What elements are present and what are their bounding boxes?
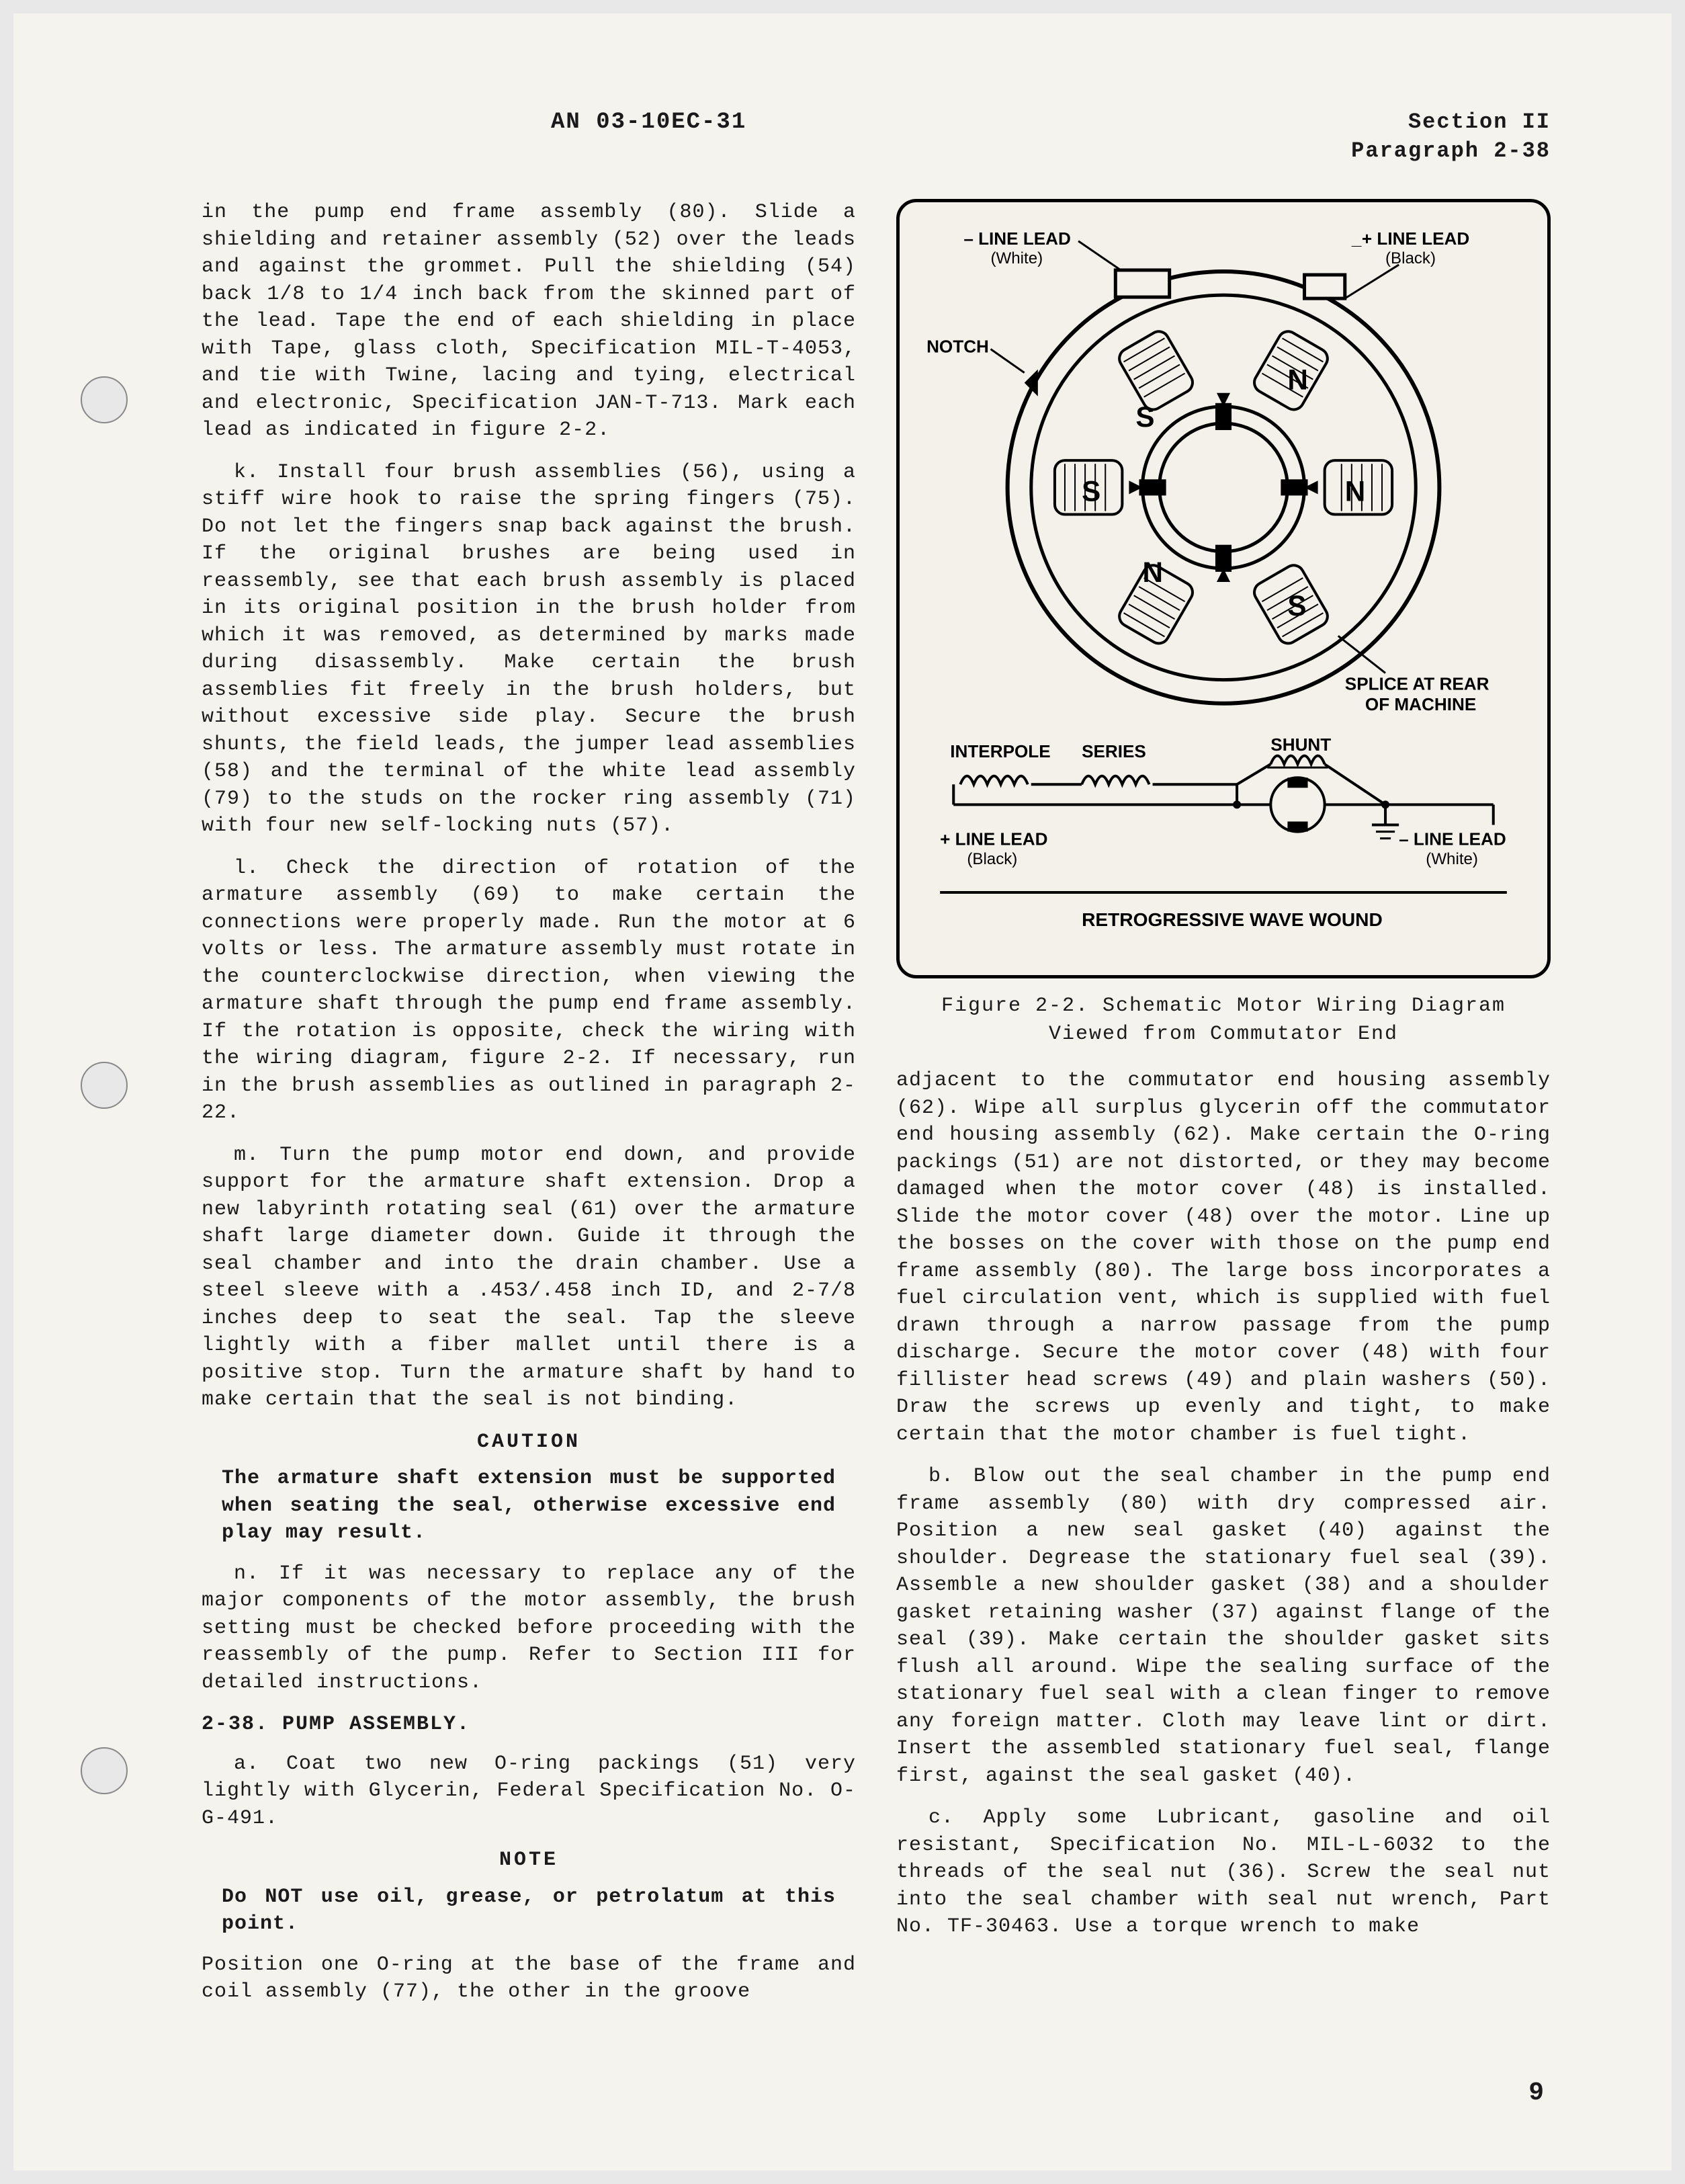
section-label: Section II [1351,108,1551,136]
content-columns: in the pump end frame assembly (80). Sli… [202,199,1551,2021]
wiring-diagram-figure: – LINE LEAD (White) + LINE LEAD (Black) … [896,199,1551,978]
plus-line-lead-label: + LINE LEAD [940,829,1047,849]
shunt-label: SHUNT [1270,734,1331,755]
plus-underscore: _ [1351,228,1362,249]
paragraph: Position one O-ring at the base of the f… [202,1951,856,2006]
section-heading: 2-38. PUMP ASSEMBLY. [202,1711,856,1738]
paragraph: c. Apply some Lubricant, gasoline and oi… [896,1804,1551,1941]
caution-heading: CAUTION [202,1429,856,1456]
paragraph: in the pump end frame assembly (80). Sli… [202,199,856,444]
pole-s: S [1135,401,1154,433]
right-column: – LINE LEAD (White) + LINE LEAD (Black) … [896,199,1551,2021]
note-body: Do NOT use oil, grease, or petrolatum at… [222,1884,836,1938]
pole-n: N [1142,556,1162,588]
paragraph: b. Blow out the seal chamber in the pump… [896,1463,1551,1790]
black-label: (Black) [1385,249,1436,267]
paragraph-label: Paragraph 2-38 [1351,136,1551,165]
paragraph: k. Install four brush assemblies (56), u… [202,459,856,840]
minus-line-lead-label: – LINE LEAD [1399,829,1506,849]
white-label2: (White) [1426,850,1478,868]
paragraph: adjacent to the commutator end housing a… [896,1067,1551,1448]
binder-hole [81,1062,128,1109]
document-header: AN 03-10EC-31 Section II Paragraph 2-38 [202,108,1551,165]
line-lead-minus-label: – LINE LEAD [963,228,1071,249]
of-machine-label: OF MACHINE [1365,694,1476,714]
paragraph: a. Coat two new O-ring packings (51) ver… [202,1751,856,1833]
white-label: (White) [991,249,1043,267]
paragraph: l. Check the direction of rotation of th… [202,855,856,1127]
series-label: SERIES [1082,741,1146,761]
pole-s: S [1287,591,1306,622]
black-label2: (Black) [967,850,1017,868]
pole-s: S [1082,476,1100,507]
caption-line1: Figure 2-2. Schematic Motor Wiring Diagr… [896,992,1551,1020]
page-number: 9 [1528,2076,1544,2110]
figure-caption: Figure 2-2. Schematic Motor Wiring Diagr… [896,992,1551,1048]
pole-n: N [1287,364,1307,396]
document-section: Section II Paragraph 2-38 [1351,108,1551,165]
note-heading: NOTE [202,1847,856,1874]
document-page: AN 03-10EC-31 Section II Paragraph 2-38 … [13,13,1672,2171]
binder-hole [81,1747,128,1794]
caption-line2: Viewed from Commutator End [896,1020,1551,1048]
document-id: AN 03-10EC-31 [551,108,746,138]
retro-label: RETROGRESSIVE WAVE WOUND [1082,910,1383,931]
line-lead-plus-label: + LINE LEAD [1362,228,1469,249]
pole-shoes [1055,328,1392,647]
paragraph: m. Turn the pump motor end down, and pro… [202,1142,856,1414]
pole-n: N [1345,476,1365,507]
interpole-label: INTERPOLE [950,741,1050,761]
notch-label: NOTCH [926,337,989,357]
splice-label: SPLICE AT REAR [1345,674,1489,694]
left-column: in the pump end frame assembly (80). Sli… [202,199,856,2021]
motor-schematic-svg: – LINE LEAD (White) + LINE LEAD (Black) … [913,216,1534,962]
binder-hole [81,376,128,423]
paragraph: n. If it was necessary to replace any of… [202,1560,856,1697]
caution-body: The armature shaft extension must be sup… [222,1465,836,1547]
